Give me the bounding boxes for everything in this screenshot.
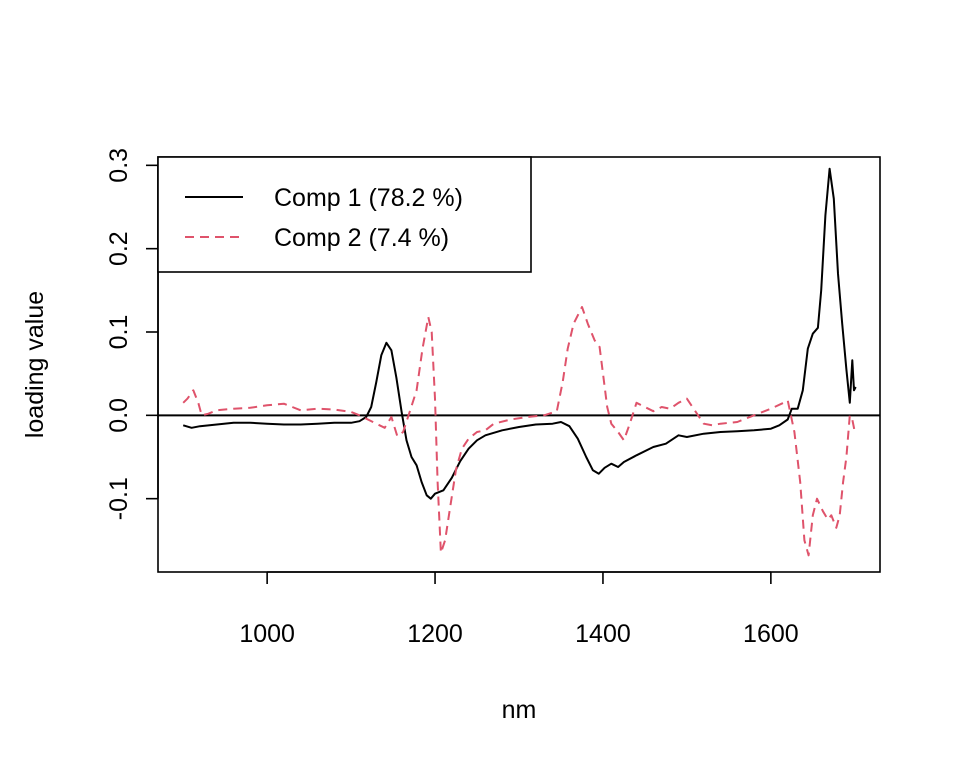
legend-box bbox=[157, 156, 532, 273]
y-tick-label: 0.3 bbox=[105, 148, 133, 183]
series-line-comp2 bbox=[182, 306, 856, 557]
x-tick-label: 1400 bbox=[575, 620, 631, 648]
legend-label-comp1: Comp 1 (78.2 %) bbox=[274, 184, 463, 212]
y-tick-label: 0.2 bbox=[105, 231, 133, 266]
y-tick-label: 0.1 bbox=[105, 315, 133, 350]
y-tick-label: -0.1 bbox=[105, 477, 133, 520]
y-tick-label: 0.0 bbox=[105, 398, 133, 433]
series-line-comp1 bbox=[182, 167, 857, 500]
x-tick-label: 1200 bbox=[407, 620, 463, 648]
series-layer bbox=[182, 167, 857, 557]
legend-label-comp2: Comp 2 (7.4 %) bbox=[274, 224, 449, 252]
y-axis-label: loading value bbox=[21, 291, 49, 438]
x-tick-label: 1000 bbox=[239, 620, 295, 648]
x-axis-label: nm bbox=[502, 696, 537, 724]
x-axis: 1000 1200 1400 1600 bbox=[239, 571, 799, 648]
x-tick-label: 1600 bbox=[743, 620, 799, 648]
legend: Comp 1 (78.2 %) Comp 2 (7.4 %) bbox=[157, 156, 532, 273]
